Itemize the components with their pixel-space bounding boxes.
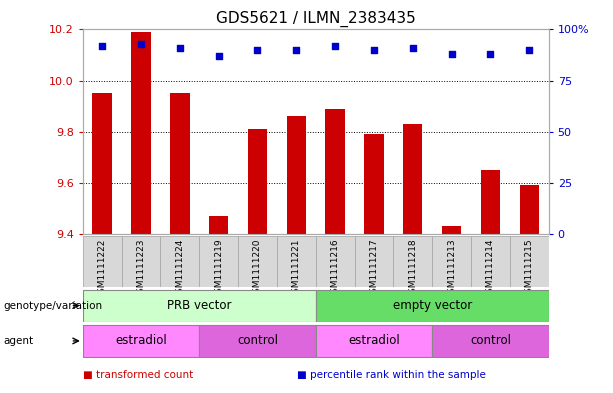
- Text: GSM1111214: GSM1111214: [486, 238, 495, 299]
- Point: [485, 51, 495, 57]
- Bar: [199, 325, 316, 357]
- Text: ■ percentile rank within the sample: ■ percentile rank within the sample: [297, 370, 486, 380]
- Bar: [432, 236, 471, 287]
- Text: GSM1111224: GSM1111224: [175, 238, 185, 299]
- Bar: [316, 325, 432, 357]
- Bar: [209, 216, 228, 234]
- Point: [524, 47, 534, 53]
- Point: [136, 40, 146, 47]
- Bar: [519, 185, 539, 234]
- Text: empty vector: empty vector: [392, 299, 472, 312]
- Text: agent: agent: [3, 336, 33, 346]
- Bar: [287, 116, 306, 234]
- Text: GSM1111222: GSM1111222: [97, 238, 107, 299]
- Bar: [316, 290, 549, 321]
- Bar: [83, 236, 121, 287]
- Bar: [238, 236, 277, 287]
- Point: [330, 43, 340, 49]
- Bar: [354, 236, 394, 287]
- Text: GSM1111213: GSM1111213: [447, 238, 456, 299]
- Text: PRB vector: PRB vector: [167, 299, 232, 312]
- Text: control: control: [470, 334, 511, 347]
- Point: [214, 53, 224, 59]
- Text: GSM1111218: GSM1111218: [408, 238, 417, 299]
- Bar: [93, 94, 112, 234]
- Point: [175, 45, 185, 51]
- Bar: [316, 236, 354, 287]
- Point: [408, 45, 417, 51]
- Bar: [121, 236, 161, 287]
- Bar: [442, 226, 462, 234]
- Bar: [471, 236, 510, 287]
- Text: control: control: [237, 334, 278, 347]
- Text: GSM1111221: GSM1111221: [292, 238, 301, 299]
- Point: [369, 47, 379, 53]
- Bar: [199, 236, 238, 287]
- Text: GSM1111217: GSM1111217: [370, 238, 378, 299]
- Bar: [131, 32, 151, 234]
- Bar: [83, 290, 316, 321]
- Text: GSM1111223: GSM1111223: [137, 238, 145, 299]
- Text: ■ transformed count: ■ transformed count: [83, 370, 193, 380]
- Text: GSM1111216: GSM1111216: [330, 238, 340, 299]
- Bar: [83, 325, 199, 357]
- Bar: [277, 236, 316, 287]
- Bar: [326, 109, 345, 234]
- Point: [253, 47, 262, 53]
- Text: estradiol: estradiol: [348, 334, 400, 347]
- Bar: [170, 94, 189, 234]
- Title: GDS5621 / ILMN_2383435: GDS5621 / ILMN_2383435: [216, 11, 416, 27]
- Text: estradiol: estradiol: [115, 334, 167, 347]
- Point: [447, 51, 457, 57]
- Text: GSM1111220: GSM1111220: [253, 238, 262, 299]
- Point: [97, 43, 107, 49]
- Bar: [510, 236, 549, 287]
- Bar: [364, 134, 384, 234]
- Text: genotype/variation: genotype/variation: [3, 301, 102, 310]
- Bar: [161, 236, 199, 287]
- Bar: [248, 129, 267, 234]
- Bar: [394, 236, 432, 287]
- Text: GSM1111219: GSM1111219: [214, 238, 223, 299]
- Bar: [481, 170, 500, 234]
- Bar: [403, 124, 422, 234]
- Point: [291, 47, 301, 53]
- Bar: [432, 325, 549, 357]
- Text: GSM1111215: GSM1111215: [525, 238, 534, 299]
